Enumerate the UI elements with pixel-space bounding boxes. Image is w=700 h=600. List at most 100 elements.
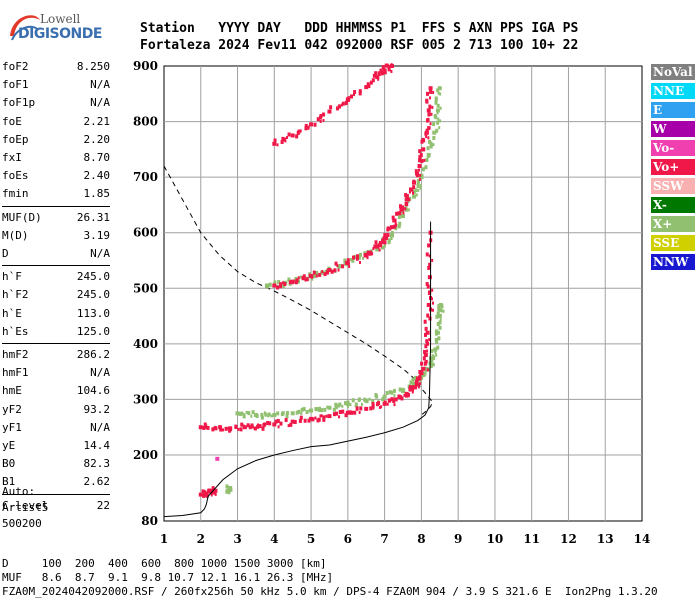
- param-row: yE 14.4: [2, 437, 110, 455]
- echo-point: [319, 119, 322, 123]
- echo-point: [421, 366, 426, 371]
- echo-point: [412, 381, 417, 386]
- echo-point: [382, 394, 387, 399]
- echo-point: [353, 410, 357, 415]
- echo-point: [273, 138, 277, 143]
- echo-point: [374, 393, 378, 398]
- echo-point: [385, 235, 389, 240]
- echo-point: [334, 405, 338, 410]
- echo-point: [264, 412, 268, 417]
- echo-point: [389, 225, 394, 230]
- echo-point: [369, 80, 373, 85]
- echo-point: [350, 94, 354, 99]
- param-row: h`F 245.0: [2, 268, 110, 286]
- echo-point: [279, 421, 283, 426]
- echo-point: [421, 147, 425, 152]
- echo-point: [318, 272, 322, 277]
- echo-point: [257, 424, 262, 429]
- echo-point: [421, 167, 425, 172]
- header-labels: Station YYYY DAY DDD HHMMSS P1 FFS S AXN…: [140, 21, 579, 36]
- param-label: fxI: [2, 151, 22, 164]
- echo-point: [356, 254, 360, 259]
- echo-point: [351, 258, 355, 263]
- echo-point: [360, 402, 363, 406]
- echo-point: [238, 411, 242, 416]
- echo-point: [357, 397, 361, 402]
- param-row: hmF2 286.2: [2, 346, 110, 364]
- echo-point: [431, 308, 434, 312]
- echo-point: [432, 143, 435, 147]
- echo-point: [351, 398, 355, 403]
- echo-point: [383, 400, 387, 405]
- echo-point: [397, 224, 401, 229]
- echo-point: [302, 407, 306, 412]
- echo-point: [313, 272, 317, 277]
- distance-row: D 100 200 400 600 800 1000 1500 3000 [km…: [2, 557, 327, 570]
- echo-point: [434, 337, 438, 342]
- echo-point: [272, 283, 277, 288]
- echo-point: [304, 278, 307, 282]
- legend-item: NNE: [651, 83, 695, 99]
- echo-point: [412, 179, 416, 184]
- echo-point: [405, 194, 409, 199]
- echo-point: [279, 282, 283, 287]
- param-value: 125.0: [76, 324, 110, 338]
- echo-point: [425, 339, 429, 344]
- y-tick-label: 900: [133, 59, 158, 73]
- echo-point: [327, 405, 332, 410]
- echo-point: [382, 71, 385, 75]
- echo-point: [398, 395, 402, 400]
- echo-point: [408, 190, 411, 194]
- echo-point: [277, 425, 280, 429]
- echo-point: [345, 261, 350, 266]
- echo-point: [371, 78, 375, 83]
- echo-point: [261, 426, 265, 431]
- echo-point: [338, 264, 343, 269]
- echo-point: [424, 332, 428, 337]
- echo-point: [251, 410, 255, 415]
- true-height-profile-line: [163, 221, 432, 518]
- echo-point: [423, 352, 428, 357]
- param-label: h`F2: [2, 288, 29, 302]
- lowell-digisonde-logo: Lowell DIGISONDE: [4, 6, 124, 46]
- echo-point: [317, 417, 321, 422]
- echo-point: [404, 207, 408, 212]
- echo-point: [414, 375, 418, 380]
- echo-point: [313, 122, 317, 127]
- param-label: foF1p: [2, 96, 36, 110]
- echo-point: [435, 353, 438, 357]
- echo-point: [358, 252, 362, 257]
- echo-point: [338, 410, 342, 415]
- echo-point: [416, 184, 420, 189]
- param-label: M(D): [2, 228, 29, 242]
- echo-point: [406, 393, 410, 398]
- legend-item: SSW: [651, 178, 695, 194]
- echo-point: [413, 385, 417, 390]
- echo-point: [297, 409, 301, 414]
- echo-point: [418, 158, 422, 163]
- echo-point: [409, 385, 413, 390]
- echo-point: [377, 71, 381, 76]
- legend-item: NNW: [651, 254, 695, 270]
- x-tick-label: 14: [634, 532, 651, 546]
- param-row: h`E 113.0: [2, 305, 110, 323]
- echo-point: [383, 233, 387, 238]
- echo-point: [429, 363, 433, 368]
- echo-point: [288, 280, 292, 285]
- echo-point: [219, 427, 223, 432]
- echo-point: [426, 302, 431, 307]
- echo-point: [225, 484, 229, 489]
- y-tick-label: 600: [133, 226, 158, 240]
- x-tick-label: 10: [487, 532, 504, 546]
- echo-point: [385, 63, 389, 68]
- x-tick-label: 3: [233, 532, 241, 546]
- x-tick-label: 2: [197, 532, 205, 546]
- echo-point: [366, 256, 369, 260]
- echo-point: [290, 419, 295, 424]
- echo-point: [207, 488, 211, 493]
- param-label: yE: [2, 439, 16, 452]
- echo-point: [281, 136, 285, 141]
- param-label: foEs: [2, 169, 29, 183]
- echo-point: [297, 276, 300, 280]
